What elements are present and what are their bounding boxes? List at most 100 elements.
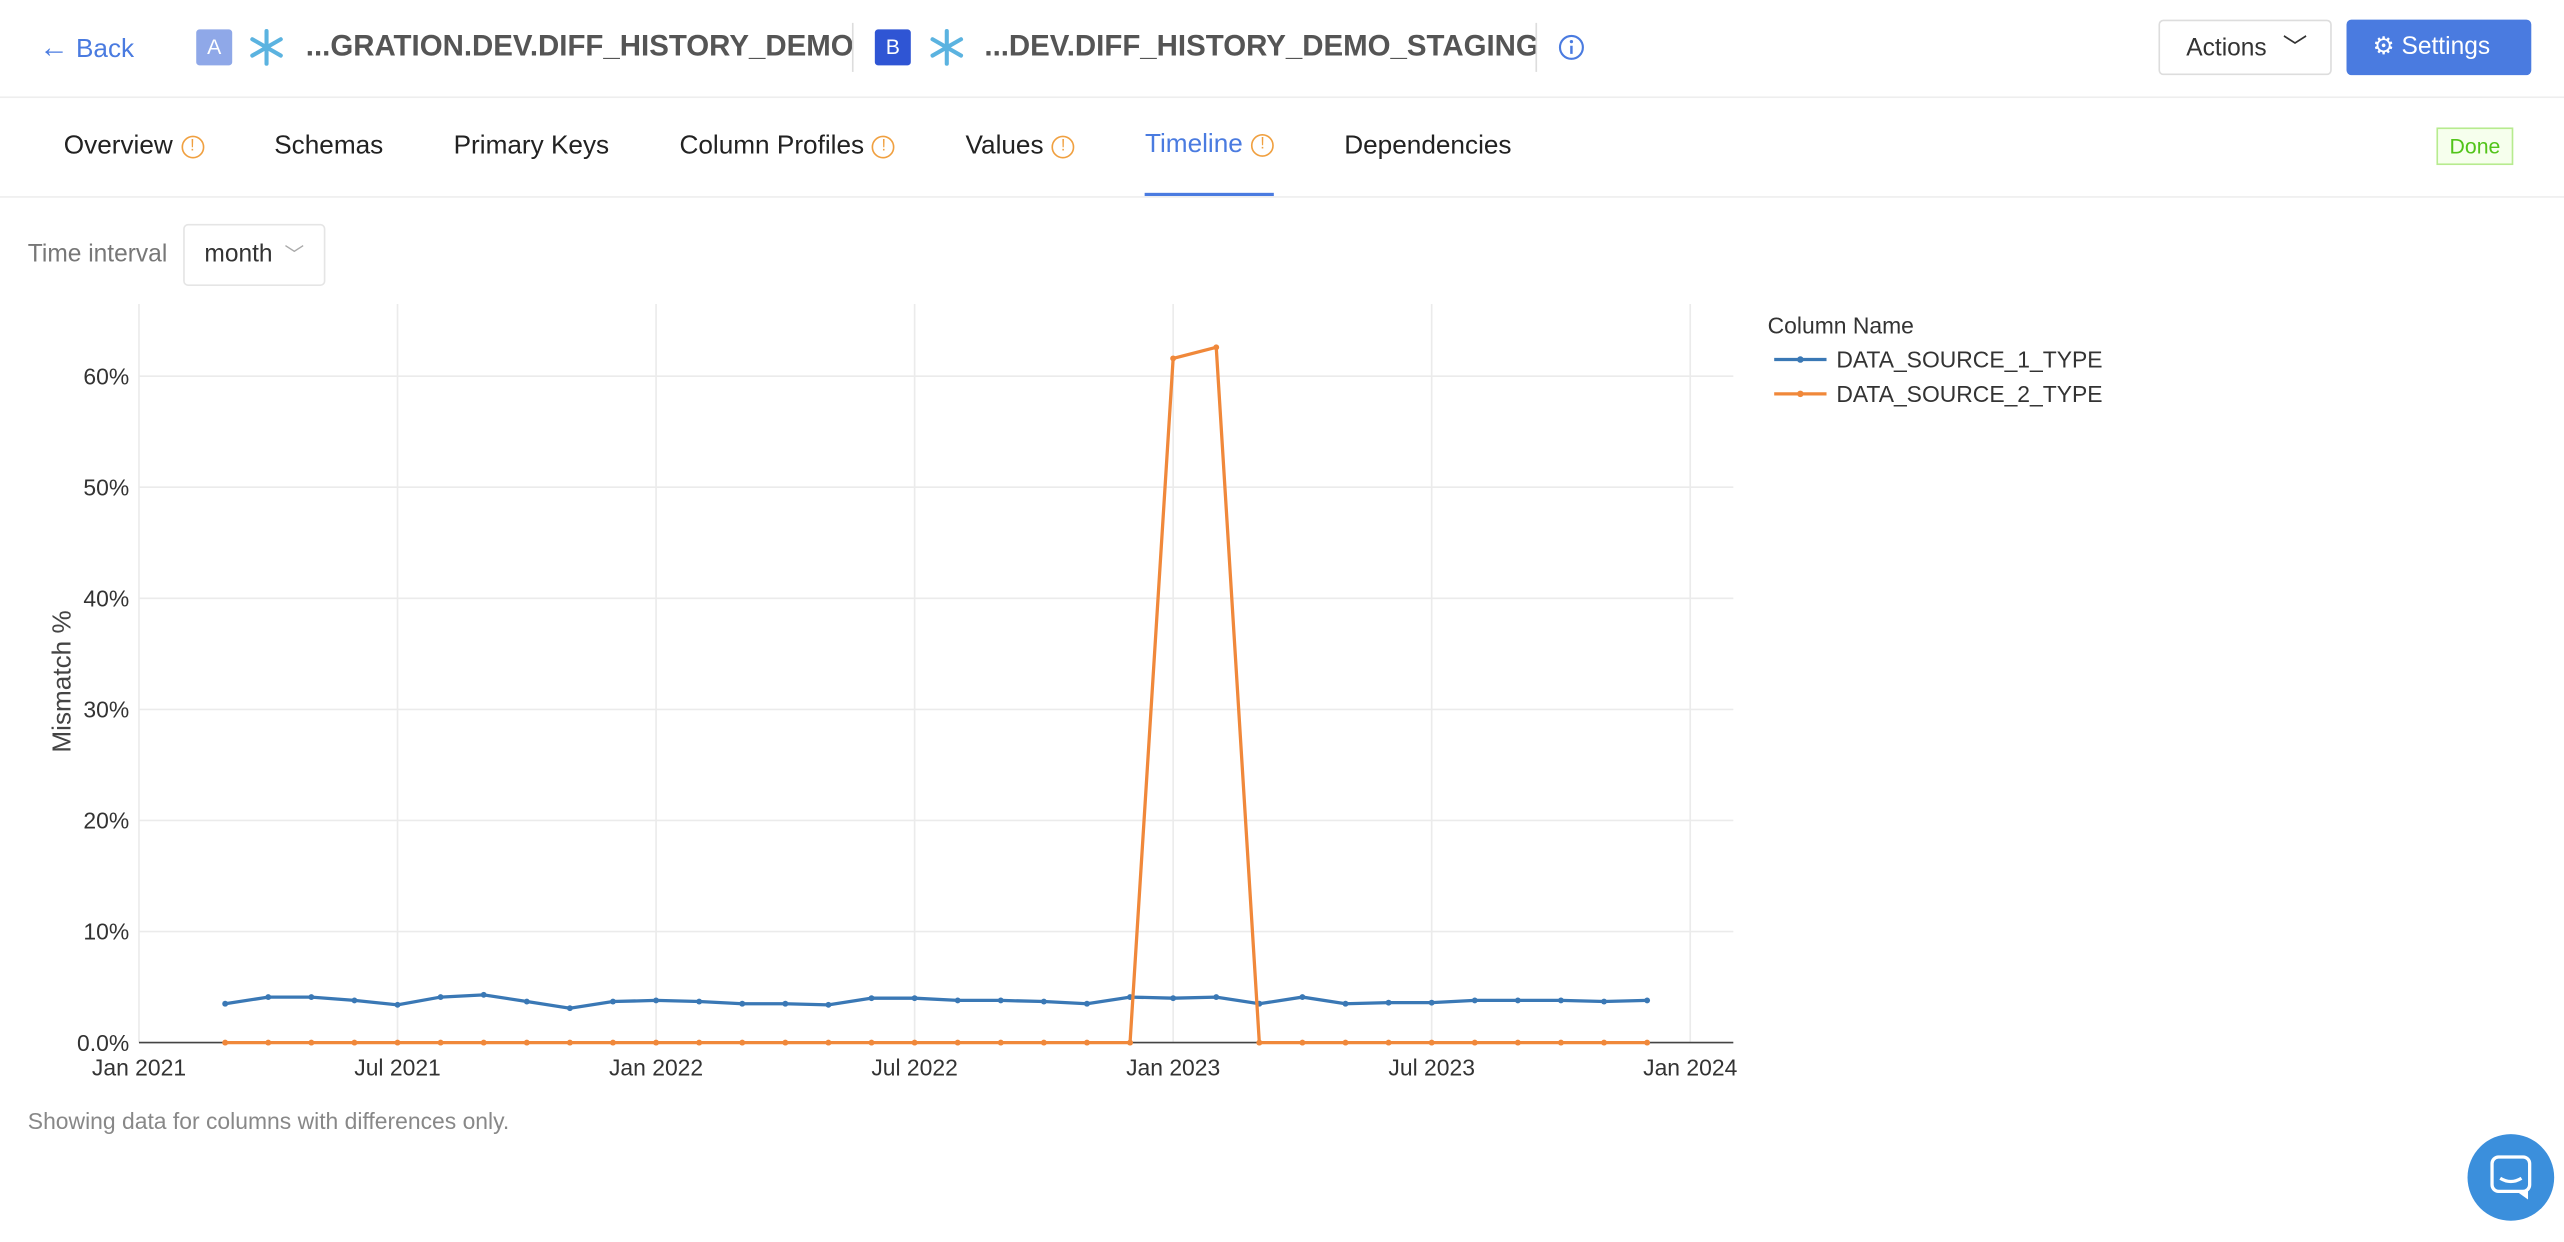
point [394, 1001, 401, 1008]
tab[interactable]: Dependencies [1344, 98, 1511, 196]
point [1558, 1039, 1564, 1046]
point [997, 997, 1004, 1004]
divider [851, 22, 854, 72]
tab[interactable]: Values! [966, 98, 1075, 196]
point [739, 1000, 746, 1007]
point [782, 1039, 789, 1046]
point [523, 998, 530, 1005]
y-tick-label: 30% [83, 697, 129, 723]
point [265, 994, 272, 1001]
point [653, 997, 660, 1004]
point [1040, 1039, 1047, 1046]
point [222, 1000, 229, 1007]
chat-button[interactable] [2467, 1134, 2555, 1221]
point [1084, 1039, 1090, 1046]
settings-button[interactable]: ⚙ Settings [2346, 19, 2532, 76]
point [1342, 1000, 1349, 1007]
point [1471, 1039, 1478, 1046]
source-badge: A [196, 29, 233, 66]
legend-title: Column Name [1768, 312, 1914, 338]
point [610, 1039, 616, 1046]
point [480, 991, 487, 998]
tab-label: Column Profiles [679, 132, 865, 161]
x-tick-label: Jan 2023 [1126, 1054, 1220, 1080]
warning-icon: ! [180, 135, 204, 159]
point [394, 1039, 401, 1046]
point [1428, 999, 1435, 1006]
point [308, 994, 315, 1001]
y-tick-label: 10% [83, 919, 129, 945]
point [868, 995, 875, 1002]
y-tick-label: 60% [83, 363, 129, 389]
back-arrow: ← [39, 31, 69, 64]
point [1170, 355, 1177, 362]
y-tick-label: 40% [83, 585, 129, 611]
point [523, 1039, 530, 1046]
point [1342, 1039, 1349, 1046]
point [1514, 1039, 1521, 1046]
point [825, 1039, 832, 1046]
point [265, 1039, 272, 1046]
note: Showing data for columns with difference… [27, 1107, 510, 1135]
back-button[interactable]: ← Back [39, 31, 134, 65]
point [566, 1005, 573, 1012]
point [1213, 994, 1220, 1001]
info-icon[interactable] [1557, 33, 1586, 62]
point [1127, 1039, 1133, 1046]
source-name: ...DEV.DIFF_HISTORY_DEMO_STAGING [984, 29, 1539, 63]
point [911, 995, 918, 1002]
point [437, 1039, 444, 1046]
y-tick-label: 50% [83, 474, 129, 500]
point [1644, 1039, 1651, 1046]
point [782, 1000, 789, 1007]
point [911, 1039, 918, 1046]
legend-label: DATA_SOURCE_1_TYPE [1836, 347, 2102, 373]
point [1471, 997, 1478, 1004]
legend-swatch-dot [1797, 356, 1804, 363]
source-badge: B [874, 29, 911, 66]
point [653, 1039, 660, 1046]
series-line [224, 993, 1648, 1010]
source-name: ...GRATION.DEV.DIFF_HISTORY_DEMO [305, 29, 854, 63]
tab-label: Timeline [1144, 130, 1243, 159]
point [1040, 998, 1047, 1005]
y-tick-label: 20% [83, 808, 129, 834]
tab[interactable]: Column Profiles! [679, 98, 896, 196]
tab-label: Dependencies [1344, 132, 1512, 161]
x-tick-label: Jan 2022 [609, 1054, 703, 1080]
tab[interactable]: Timeline! [1144, 98, 1274, 197]
point [222, 1039, 229, 1046]
point [825, 1001, 832, 1008]
tab[interactable]: Overview! [64, 98, 204, 196]
point [1213, 344, 1220, 351]
x-tick-label: Jan 2021 [92, 1054, 186, 1080]
back-label: Back [75, 35, 135, 64]
point [997, 1039, 1004, 1046]
x-tick-label: Jul 2022 [871, 1054, 958, 1080]
tab-label: Overview [63, 132, 173, 161]
actions-label: Actions [2186, 34, 2267, 63]
series-line [225, 345, 1648, 1045]
interval-select[interactable]: month ﹀ [183, 223, 326, 286]
point [1299, 994, 1306, 1001]
point [1514, 997, 1521, 1004]
point [351, 1039, 358, 1046]
tab[interactable]: Schemas [274, 98, 383, 196]
tab[interactable]: Primary Keys [454, 98, 610, 196]
actions-button[interactable]: Actions ﹀ [2158, 19, 2332, 76]
point [696, 998, 703, 1005]
point [351, 997, 358, 1004]
select-value: month [204, 240, 273, 269]
header: ← Back A ...GRATION.DEV.DIFF_HISTORY_DEM… [0, 0, 2564, 99]
tab-label: Primary Keys [453, 132, 610, 161]
legend-label: DATA_SOURCE_2_TYPE [1836, 381, 2102, 407]
point [308, 1039, 315, 1046]
tab-label: Values [965, 132, 1044, 161]
point [437, 994, 444, 1001]
divider [1535, 22, 1538, 72]
snowflake-icon [930, 29, 964, 66]
point [1601, 1039, 1607, 1046]
status-tag: Done [2436, 127, 2514, 166]
